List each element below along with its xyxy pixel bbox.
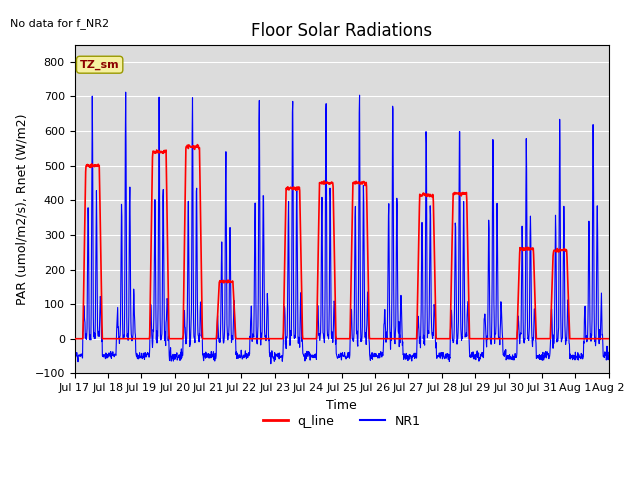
Y-axis label: PAR (umol/m2/s), Rnet (W/m2): PAR (umol/m2/s), Rnet (W/m2) [16, 113, 29, 305]
q_line [328, 180, 335, 186]
Title: Floor Solar Radiations: Floor Solar Radiations [251, 22, 432, 40]
q_line [193, 142, 201, 147]
NR1 [328, 329, 336, 335]
Line: q_line: q_line [74, 144, 609, 339]
NR1 [267, 361, 275, 367]
q_line [70, 336, 78, 342]
Text: No data for f_NR2: No data for f_NR2 [10, 18, 109, 29]
Legend: q_line, NR1: q_line, NR1 [258, 410, 426, 433]
q_line [154, 150, 162, 156]
q_line [605, 336, 612, 342]
NR1 [547, 343, 554, 348]
q_line [318, 180, 326, 186]
NR1 [468, 352, 476, 358]
NR1 [605, 349, 612, 355]
NR1 [70, 348, 78, 354]
NR1 [318, 194, 326, 200]
q_line [598, 336, 606, 342]
Line: NR1: NR1 [74, 92, 609, 364]
NR1 [122, 89, 129, 95]
q_line [546, 336, 554, 342]
Text: TZ_sm: TZ_sm [80, 60, 120, 70]
q_line [468, 336, 476, 342]
X-axis label: Time: Time [326, 398, 357, 412]
NR1 [598, 332, 606, 337]
NR1 [154, 229, 162, 235]
